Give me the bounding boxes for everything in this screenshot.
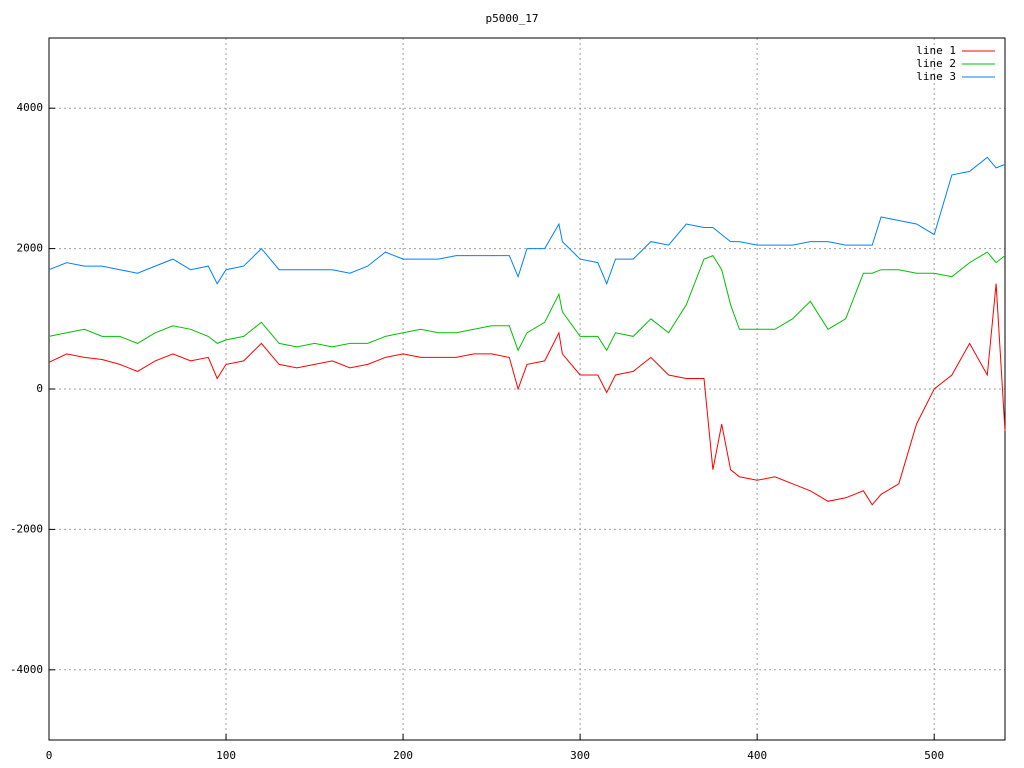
y-tick-label: 2000 — [17, 242, 44, 255]
legend-label: line 1 — [916, 44, 956, 57]
chart-title: p5000_17 — [486, 12, 539, 25]
x-tick-label: 200 — [393, 749, 413, 762]
y-tick-label: 0 — [36, 382, 43, 395]
x-tick-label: 400 — [747, 749, 767, 762]
line-series — [48, 156, 1006, 286]
legend-label: line 3 — [916, 70, 956, 83]
x-tick-label: 500 — [924, 749, 944, 762]
y-tick-label: -4000 — [10, 663, 43, 676]
y-tick-label: -2000 — [10, 522, 43, 535]
y-tick-label: 4000 — [17, 101, 44, 114]
x-tick-label: 300 — [570, 749, 590, 762]
plot-border — [48, 37, 1006, 741]
x-tick-label: 0 — [46, 749, 53, 762]
line-series — [48, 283, 1006, 506]
x-tick-label: 100 — [216, 749, 236, 762]
line-series — [48, 251, 1006, 352]
legend-label: line 2 — [916, 57, 956, 70]
